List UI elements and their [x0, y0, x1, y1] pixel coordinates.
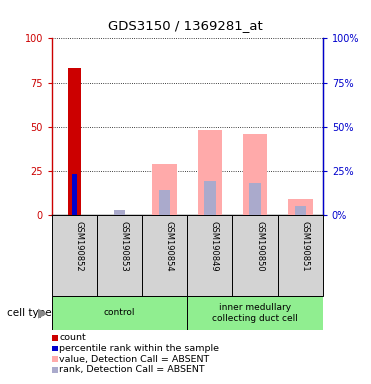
Text: ▶: ▶	[38, 306, 47, 319]
Bar	[52, 215, 97, 296]
Bar	[249, 183, 261, 215]
Bar	[204, 182, 216, 215]
Bar	[97, 215, 142, 296]
Text: cell type: cell type	[7, 308, 52, 318]
Bar	[142, 215, 187, 296]
Bar	[233, 215, 278, 296]
Text: GSM190850: GSM190850	[255, 222, 264, 272]
Bar	[152, 164, 177, 215]
Bar	[68, 68, 81, 215]
Bar	[295, 206, 306, 215]
Bar	[187, 215, 233, 296]
Bar	[288, 199, 313, 215]
Bar	[197, 130, 222, 215]
Bar	[187, 296, 323, 330]
Text: percentile rank within the sample: percentile rank within the sample	[59, 344, 219, 353]
Text: rank, Detection Call = ABSENT: rank, Detection Call = ABSENT	[59, 365, 205, 374]
Bar	[114, 210, 125, 215]
Bar	[278, 215, 323, 296]
Bar	[52, 296, 187, 330]
Text: GDS3150 / 1369281_at: GDS3150 / 1369281_at	[108, 19, 263, 32]
Text: count: count	[59, 333, 86, 342]
Text: GSM190849: GSM190849	[210, 222, 219, 272]
Text: GSM190851: GSM190851	[300, 222, 309, 272]
Bar	[159, 190, 170, 215]
Text: value, Detection Call = ABSENT: value, Detection Call = ABSENT	[59, 354, 210, 364]
Text: inner medullary
collecting duct cell: inner medullary collecting duct cell	[212, 303, 298, 323]
Bar	[72, 174, 77, 215]
Text: GSM190853: GSM190853	[120, 222, 129, 272]
Text: GSM190854: GSM190854	[165, 222, 174, 272]
Bar	[243, 134, 267, 215]
Text: GSM190852: GSM190852	[75, 222, 83, 272]
Text: control: control	[104, 308, 135, 318]
